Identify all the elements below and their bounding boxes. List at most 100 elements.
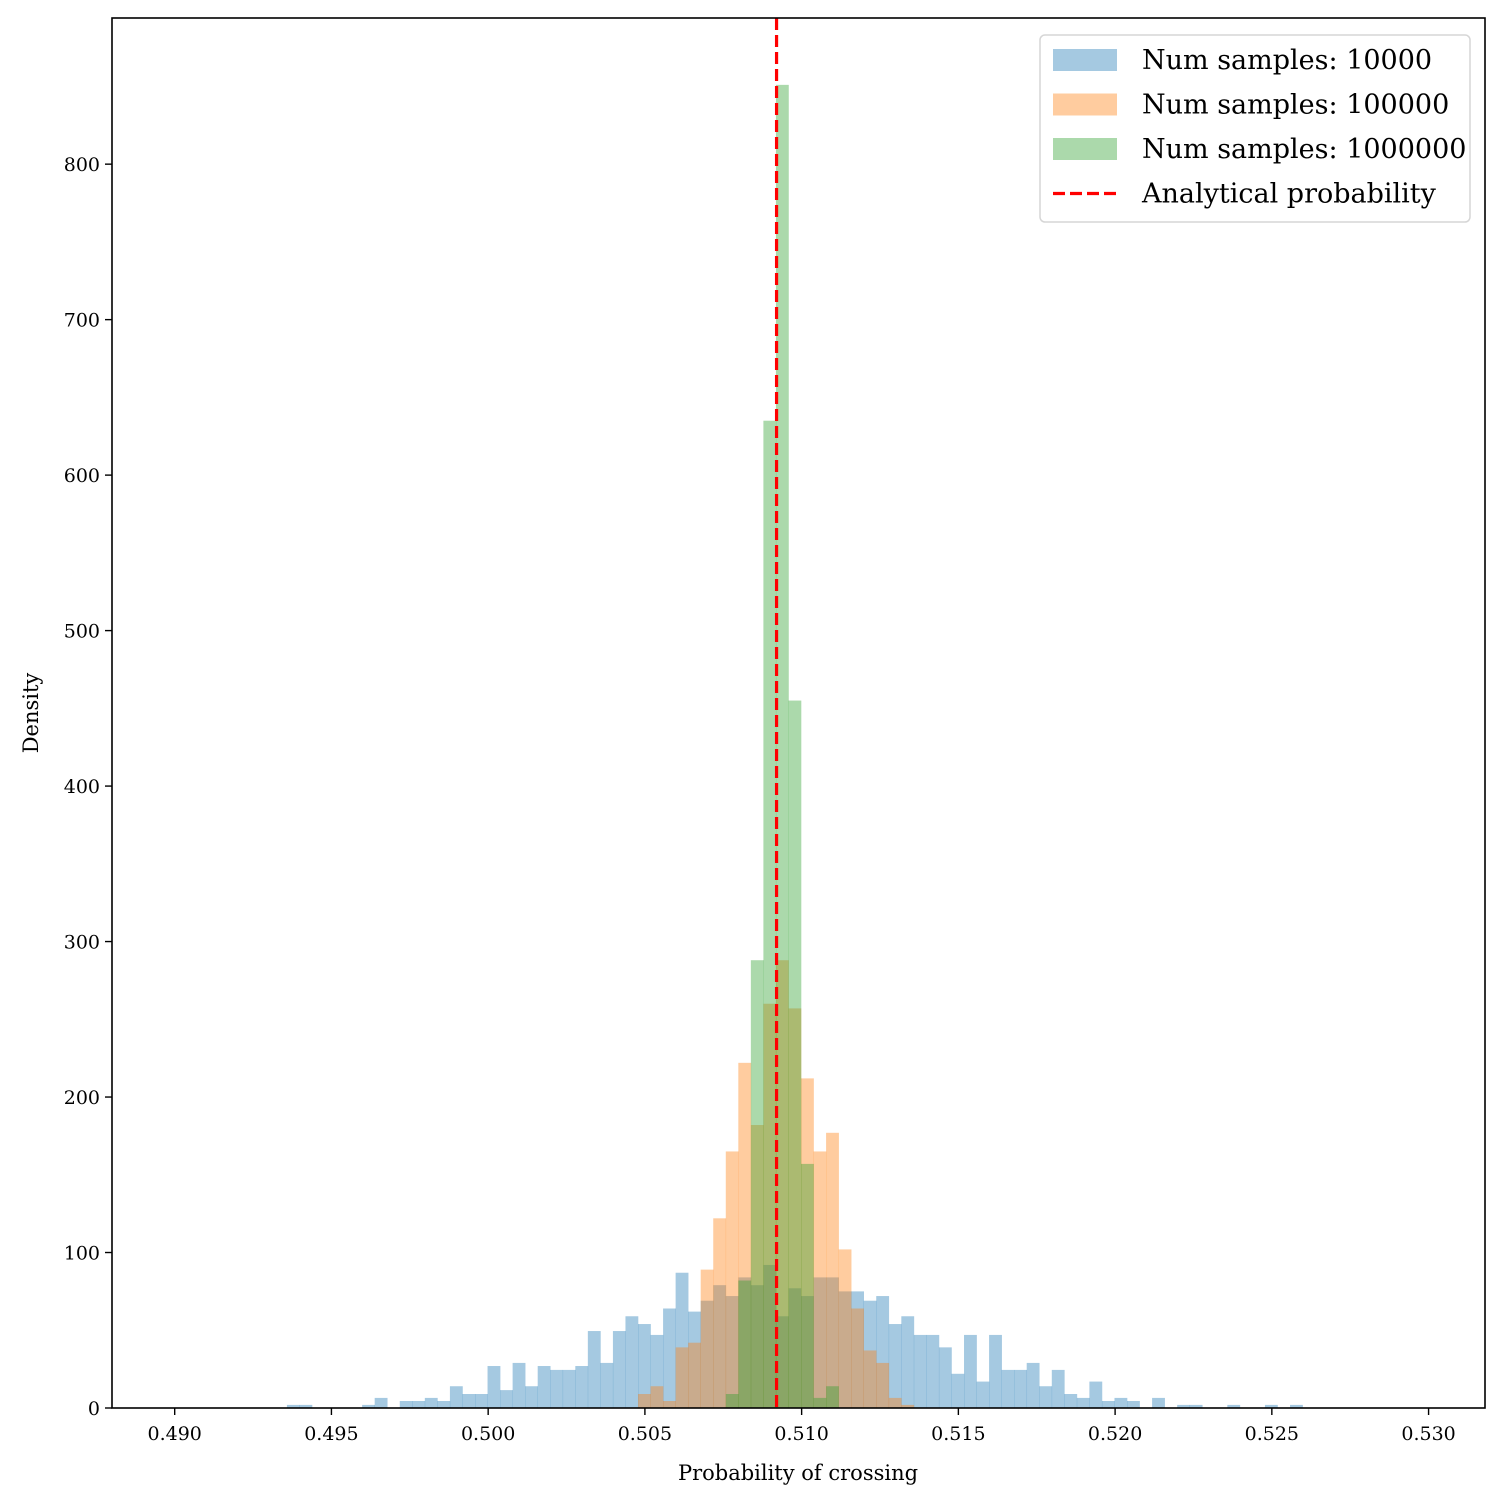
histogram-bar	[1026, 1362, 1040, 1408]
histogram-bar	[826, 1132, 839, 1408]
histogram-bar	[876, 1362, 890, 1408]
histogram-bar	[838, 1291, 852, 1408]
histogram-bar	[801, 1296, 814, 1408]
histogram-bar	[901, 1316, 915, 1408]
y-tick-label: 400	[64, 776, 100, 798]
histogram-bar	[788, 700, 802, 1408]
histogram-bar	[838, 1249, 852, 1408]
y-tick-label: 300	[64, 932, 100, 954]
histogram-bar	[989, 1334, 1002, 1408]
histogram-bar	[286, 1404, 300, 1408]
histogram-bar	[1152, 1397, 1165, 1408]
histogram-bar	[851, 1291, 865, 1408]
histogram-bar	[901, 1404, 915, 1408]
histogram-bar	[449, 1386, 463, 1408]
histogram-bar	[1189, 1404, 1203, 1408]
histogram-bar	[1114, 1397, 1128, 1408]
legend-label: Analytical probability	[1141, 179, 1437, 210]
histogram-bar	[1127, 1401, 1140, 1408]
x-tick-label: 0.505	[618, 1423, 672, 1445]
histogram-bar	[1177, 1404, 1191, 1408]
histogram-bar	[1001, 1369, 1015, 1408]
histogram-bar	[763, 1003, 777, 1408]
histogram-bar	[1064, 1394, 1078, 1408]
y-tick-label: 200	[64, 1087, 100, 1109]
histogram-bar	[788, 1008, 802, 1408]
histogram-bar	[725, 1394, 739, 1408]
histogram-bar	[1101, 1401, 1115, 1408]
x-tick-label: 0.520	[1088, 1423, 1142, 1445]
histogram-bar	[813, 1151, 827, 1408]
x-tick-label: 0.530	[1401, 1423, 1455, 1445]
histogram-bar	[362, 1404, 375, 1408]
y-tick-label: 0	[88, 1398, 100, 1420]
histogram-bar	[813, 1277, 827, 1408]
legend-label: Num samples: 1000000	[1142, 134, 1466, 165]
histogram-bar	[826, 1386, 839, 1408]
y-tick-label: 800	[64, 154, 100, 176]
histogram-bar	[512, 1362, 526, 1408]
histogram-bar	[1014, 1369, 1028, 1408]
histogram-bar	[1264, 1404, 1278, 1408]
x-axis: 0.490 0.495 0.500 0.505 0.510 0.515 0.520 0.525…	[147, 1408, 1456, 1445]
histogram-bar	[826, 1277, 839, 1408]
histogram-bar	[876, 1296, 890, 1408]
histogram-bar	[663, 1308, 676, 1408]
histogram-bar	[738, 1062, 752, 1408]
y-axis: 0 100 200 300 400 500 600 700 800	[64, 154, 112, 1420]
histogram-bar	[700, 1269, 714, 1408]
histogram-bar	[525, 1386, 538, 1408]
histogram-bar	[437, 1401, 451, 1408]
histogram-bar	[738, 1280, 752, 1408]
histogram-bar	[575, 1366, 589, 1408]
histogram-bar	[412, 1401, 426, 1408]
histogram-bar	[951, 1373, 965, 1408]
histogram-bar	[688, 1342, 701, 1408]
legend-label: Num samples: 10000	[1142, 45, 1432, 76]
histogram-bar	[299, 1404, 313, 1408]
histogram-bar	[725, 1296, 739, 1408]
x-tick-label: 0.500	[461, 1423, 515, 1445]
histogram-bar	[587, 1331, 601, 1408]
histogram-bar	[801, 1078, 814, 1408]
histogram-bar	[888, 1397, 902, 1408]
histogram-bar	[851, 1308, 865, 1408]
histogram-bar	[675, 1347, 689, 1408]
histogram-bar	[562, 1369, 576, 1408]
x-tick-label: 0.525	[1245, 1423, 1299, 1445]
legend-swatch	[1053, 93, 1117, 116]
histogram-bar	[399, 1401, 413, 1408]
histogram-bar	[424, 1397, 438, 1408]
series-1	[286, 1264, 1303, 1408]
histogram-bar	[550, 1369, 564, 1408]
legend-item: Analytical probability	[1053, 179, 1437, 210]
legend-swatch	[1053, 49, 1117, 71]
histogram-bar	[801, 1163, 814, 1408]
histogram-bar	[462, 1394, 476, 1408]
histogram-bar	[863, 1350, 877, 1408]
histogram-bar	[750, 1125, 764, 1408]
histogram-bar	[713, 1285, 727, 1408]
legend-item: Num samples: 100000	[1053, 90, 1449, 121]
histogram-bar	[725, 1151, 739, 1408]
histogram-bar	[1290, 1404, 1303, 1408]
y-tick-label: 600	[64, 465, 100, 487]
histogram-bar	[888, 1324, 902, 1408]
histogram-bar	[675, 1272, 689, 1408]
histogram-bar	[1051, 1369, 1065, 1408]
legend: Num samples: 10000 Num samples: 100000 Num…	[1039, 34, 1471, 223]
histogram-bar	[750, 1285, 764, 1408]
histogram-bar	[650, 1334, 664, 1408]
histogram-bar	[863, 1300, 877, 1408]
y-tick-label: 700	[64, 310, 100, 332]
legend-label: Num samples: 100000	[1142, 90, 1449, 121]
histogram-bar	[487, 1366, 501, 1408]
histogram-bar	[964, 1334, 977, 1408]
histogram-bar	[938, 1347, 952, 1408]
histogram-bar	[775, 1316, 789, 1408]
histogram-bar	[813, 1397, 827, 1408]
plot-frame	[111, 17, 1486, 1409]
histogram-bar	[600, 1362, 614, 1408]
legend-item: Num samples: 1000000	[1053, 134, 1466, 165]
